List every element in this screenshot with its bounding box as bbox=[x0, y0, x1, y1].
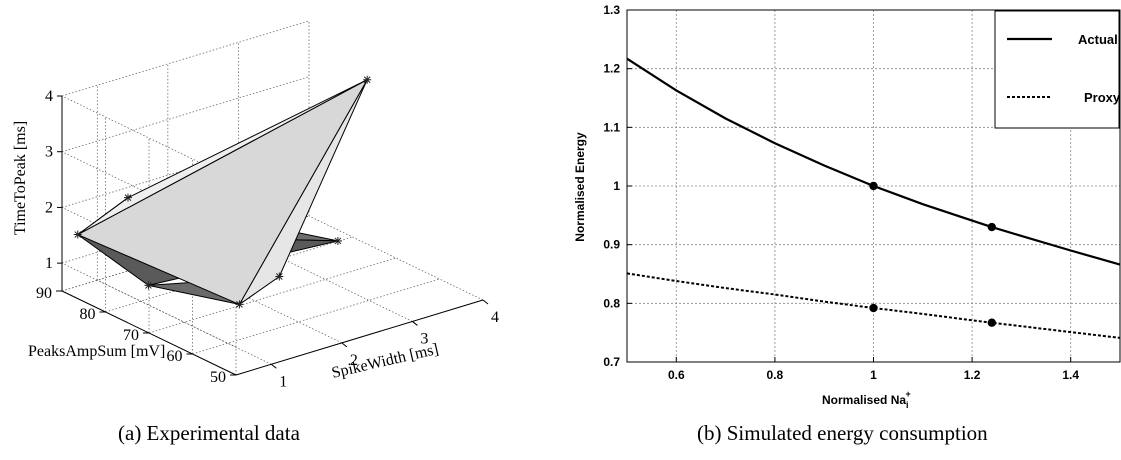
chart-b-ytick-label: 0.9 bbox=[603, 238, 620, 252]
grid-back-horizontal bbox=[61, 76, 310, 153]
chart-b-ylabel: Normalised Energy bbox=[573, 132, 587, 242]
chart-b-xlabel: Normalised Nai+ bbox=[822, 389, 911, 410]
legend-box bbox=[994, 10, 1120, 129]
chart-b-xtick-label: 0.8 bbox=[767, 368, 784, 382]
chart-b-series-actual-line bbox=[626, 57, 1121, 266]
chart-a-ytick-label: 90 bbox=[36, 285, 52, 302]
chart-a-ztick-label: 4 bbox=[45, 88, 53, 105]
grid-floor-y bbox=[148, 257, 397, 334]
grid-back-horizontal bbox=[61, 20, 310, 97]
grid-back-horizontal bbox=[61, 132, 310, 208]
chart-a-ytick-label: 50 bbox=[210, 369, 226, 386]
chart-b-ytick-label: 0.8 bbox=[603, 296, 620, 310]
chart-b-xtick-label: 1.2 bbox=[964, 368, 981, 382]
axis-x-line bbox=[235, 299, 484, 376]
surface-vertex-marker bbox=[123, 193, 132, 202]
chart-b-ytick-label: 0.7 bbox=[603, 355, 620, 369]
grid-floor-x bbox=[308, 215, 484, 301]
chart-b-legend: Actual Proxy bbox=[994, 10, 1121, 129]
chart-b-ticks: 0.6 0.8 1 1.2 1.4 0.7 0.8 0.9 1 1.1 1.2 1.3 bbox=[603, 3, 1079, 382]
chart-a-xtick-mark bbox=[270, 363, 277, 369]
chart-b-ytick-label: 1.2 bbox=[603, 62, 620, 76]
chart-a-xtick-label: 4 bbox=[491, 309, 499, 326]
chart-a-ztick-label: 2 bbox=[45, 199, 53, 216]
grid-floor-y bbox=[105, 236, 353, 313]
chart-b-series-proxy-point bbox=[987, 318, 997, 327]
chart-b-ytick-label: 1.3 bbox=[603, 3, 620, 17]
chart-a-xtick-mark bbox=[412, 321, 418, 326]
grid-floor-x bbox=[97, 279, 272, 365]
chart-b-series-actual-point bbox=[987, 222, 997, 232]
chart-a-xtick-mark bbox=[341, 342, 348, 348]
chart-b-xlabel-sub: i bbox=[906, 400, 909, 410]
caption-b: (b) Simulated energy consumption bbox=[697, 421, 988, 445]
grid-floor-y bbox=[61, 215, 310, 292]
surface-vertex-marker bbox=[363, 75, 372, 84]
chart-b: 0.6 0.8 1 1.2 1.4 0.7 0.8 0.9 1 1.1 1.2 1.3 Actual … bbox=[573, 3, 1121, 410]
chart-a-xtick-label: 3 bbox=[420, 330, 428, 347]
surface-facet-light bbox=[77, 79, 368, 236]
chart-b-series-proxy-line bbox=[626, 272, 1121, 339]
chart-a-ticks: 1 2 3 4 90 80 70 60 50 1 2 3 4 bbox=[36, 88, 499, 390]
legend-proxy-label: Proxy bbox=[1084, 90, 1121, 105]
chart-a-ztick-label: 3 bbox=[45, 144, 53, 161]
surface-vertex-marker bbox=[235, 300, 244, 309]
chart-b-series-actual-point bbox=[869, 181, 878, 191]
chart-a-ztick-label: 1 bbox=[45, 255, 53, 272]
surface-facet-light bbox=[77, 79, 368, 305]
chart-a-xtick-mark bbox=[482, 299, 489, 305]
chart-a: 1 2 3 4 90 80 70 60 50 1 2 3 4 TimeToPeak [ms] Peaks… bbox=[12, 20, 499, 390]
chart-a-surface bbox=[73, 75, 372, 309]
chart-b-xlabel-sup: + bbox=[906, 389, 911, 399]
chart-b-xlabel-main: Normalised Na bbox=[822, 393, 906, 407]
chart-a-ytick-label: 80 bbox=[80, 306, 96, 323]
legend-actual-label: Actual bbox=[1078, 32, 1118, 47]
chart-a-ytick-label: 60 bbox=[167, 348, 183, 365]
chart-b-ytick-label: 1 bbox=[613, 179, 620, 193]
chart-b-frame bbox=[626, 9, 1121, 363]
surface-vertex-marker bbox=[333, 236, 342, 245]
chart-b-series-proxy-point bbox=[869, 303, 878, 313]
chart-b-series bbox=[626, 57, 1121, 339]
chart-b-xtick-label: 1.4 bbox=[1062, 368, 1079, 382]
surface-vertex-marker bbox=[275, 272, 284, 281]
chart-a-xtick-label: 1 bbox=[279, 373, 287, 390]
chart-a-xtick-label: 2 bbox=[350, 352, 358, 369]
grid-floor-y bbox=[192, 278, 440, 355]
chart-b-ytick-label: 1.1 bbox=[603, 120, 620, 134]
chart-a-zlabel: TimeToPeak [ms] bbox=[12, 121, 29, 235]
chart-b-xtick-label: 1 bbox=[870, 368, 877, 382]
chart-a-ylabel: PeaksAmpSum [mV] bbox=[28, 343, 165, 360]
chart-a-ytick-label: 70 bbox=[123, 327, 139, 344]
surface-vertex-marker bbox=[144, 281, 153, 290]
caption-a: (a) Experimental data bbox=[118, 421, 300, 445]
surface-vertex-marker bbox=[73, 230, 82, 239]
chart-b-xtick-label: 0.6 bbox=[668, 368, 685, 382]
